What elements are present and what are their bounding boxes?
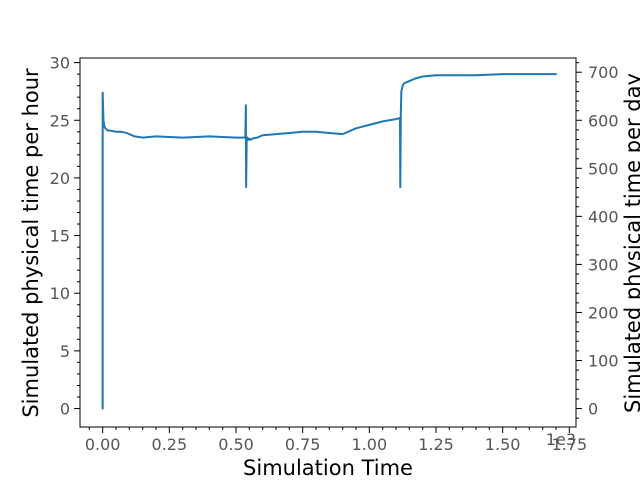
x-axis-offset-label: 1e3	[546, 430, 576, 449]
y-axis-label: Simulated physical time per hour	[19, 68, 43, 418]
x-tick-label: 0.75	[285, 435, 321, 454]
y2-tick-label: 700	[588, 63, 619, 82]
x-tick-label: 1.25	[418, 435, 454, 454]
y2-axis-label: Simulated physical time per day	[621, 73, 640, 413]
y2-tick-label: 500	[588, 159, 619, 178]
y2-tick-label: 600	[588, 111, 619, 130]
y-tick-label: 0	[60, 400, 70, 419]
x-tick-label: 1.50	[485, 435, 521, 454]
x-tick-label: 0.00	[85, 435, 121, 454]
y-tick-label: 10	[50, 284, 70, 303]
y-axis-left: 0 5 10 15 20 25 30	[50, 54, 80, 419]
x-tick-label: 0.25	[152, 435, 188, 454]
y-tick-label: 15	[50, 227, 70, 246]
x-axis-label: Simulation Time	[243, 456, 413, 480]
y-tick-label: 20	[50, 169, 70, 188]
x-tick-label: 1.75	[552, 435, 588, 454]
x-axis: 0.00 0.25 0.50 0.75 1.00 1.25 1.50 1.75	[85, 427, 587, 454]
y2-tick-label: 100	[588, 352, 619, 371]
y-tick-label: 25	[50, 111, 70, 130]
series-line	[101, 73, 557, 410]
y-tick-label: 5	[60, 342, 70, 361]
y-axis-right: 0 100 200 300 400 500 600 700	[576, 62, 619, 419]
y2-tick-label: 300	[588, 255, 619, 274]
y2-tick-label: 200	[588, 303, 619, 322]
y2-tick-label: 0	[588, 400, 598, 419]
x-tick-label: 1.00	[352, 435, 388, 454]
plot-frame	[79, 57, 577, 428]
y2-tick-label: 400	[588, 207, 619, 226]
x-tick-label: 0.50	[218, 435, 254, 454]
y-tick-label: 30	[50, 54, 70, 73]
